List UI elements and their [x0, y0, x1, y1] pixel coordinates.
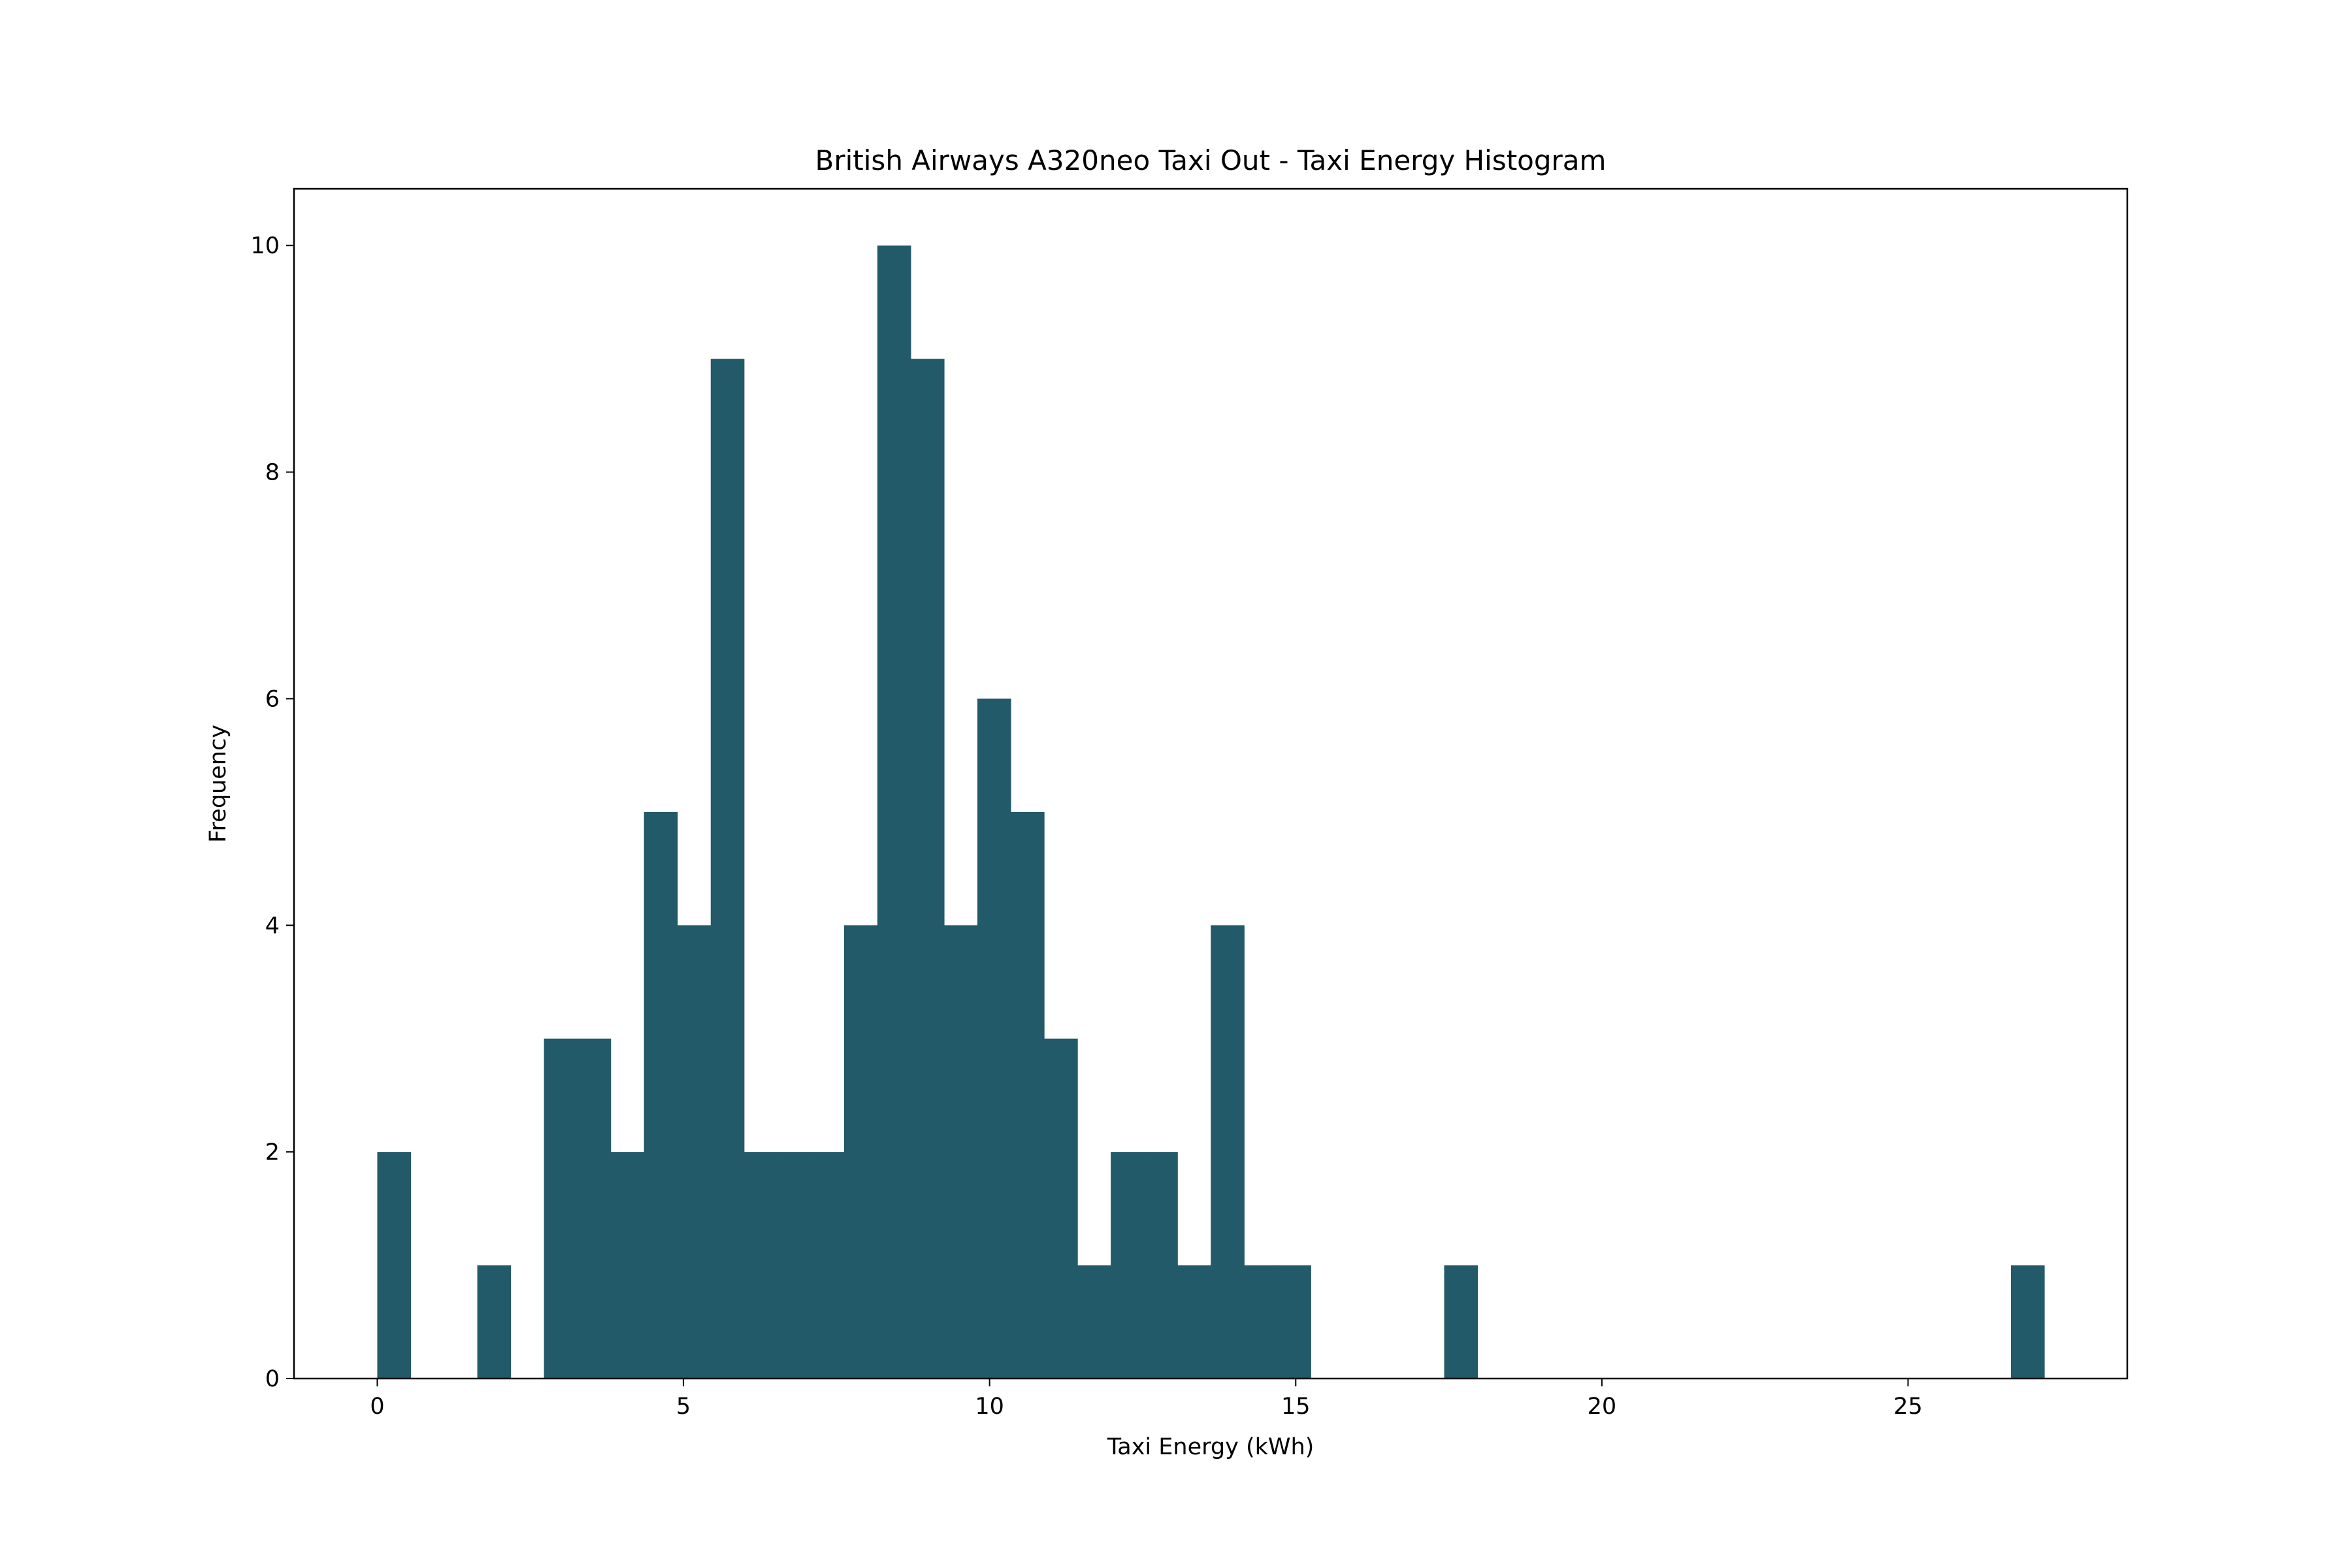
histogram-bar: [610, 1152, 645, 1379]
histogram-bar: [1144, 1152, 1178, 1379]
histogram-bar: [1077, 1265, 1111, 1379]
x-tick-label: 15: [1281, 1394, 1311, 1420]
plot-frame: [293, 188, 2129, 1380]
histogram-bar: [1111, 1152, 1145, 1379]
histogram-bar: [577, 1038, 612, 1379]
histogram-bar: [1277, 1265, 1311, 1379]
histogram-bar: [843, 925, 878, 1379]
histogram-bar: [1177, 1265, 1211, 1379]
histogram-bar: [743, 1152, 778, 1379]
chart-title: British Airways A320neo Taxi Out - Taxi …: [815, 144, 1607, 176]
histogram-bar: [810, 1152, 845, 1379]
y-axis-ticks: 0 2 4 6 8 10: [250, 233, 294, 1392]
histogram-bar: [544, 1038, 578, 1379]
histogram-bar: [943, 925, 978, 1379]
histogram-bar: [777, 1152, 811, 1379]
x-tick-label: 5: [676, 1394, 691, 1420]
x-tick-label: 20: [1588, 1394, 1617, 1420]
y-axis-label: Frequency: [205, 725, 231, 843]
histogram-bar: [877, 245, 911, 1379]
histogram-bar: [477, 1265, 512, 1379]
y-tick-label: 0: [265, 1366, 280, 1392]
y-tick-label: 4: [265, 913, 280, 939]
histogram-bar: [2010, 1265, 2045, 1379]
y-tick-label: 10: [250, 233, 280, 259]
x-axis-label: Taxi Energy (kWh): [1107, 1434, 1315, 1460]
y-tick-label: 8: [265, 460, 280, 486]
histogram-bar: [377, 1152, 412, 1379]
y-tick-label: 6: [265, 686, 280, 712]
histogram-bar: [1211, 925, 1245, 1379]
histogram-bar: [644, 811, 678, 1379]
x-axis-ticks: 0 5 10 15 20 25: [370, 1379, 1923, 1420]
histogram-bar: [1244, 1265, 1278, 1379]
histogram-bar: [710, 359, 745, 1379]
x-tick-label: 0: [370, 1394, 384, 1420]
y-tick-label: 2: [265, 1139, 280, 1166]
histogram-bar: [677, 925, 711, 1379]
histogram-bar: [1011, 811, 1045, 1379]
bars-group: [377, 245, 2045, 1379]
x-tick-label: 25: [1893, 1394, 1923, 1420]
histogram-bar: [1444, 1265, 1478, 1379]
histogram-bar: [910, 359, 945, 1379]
histogram-bar: [1044, 1038, 1078, 1379]
histogram-bar: [977, 698, 1011, 1379]
x-tick-label: 10: [975, 1394, 1004, 1420]
